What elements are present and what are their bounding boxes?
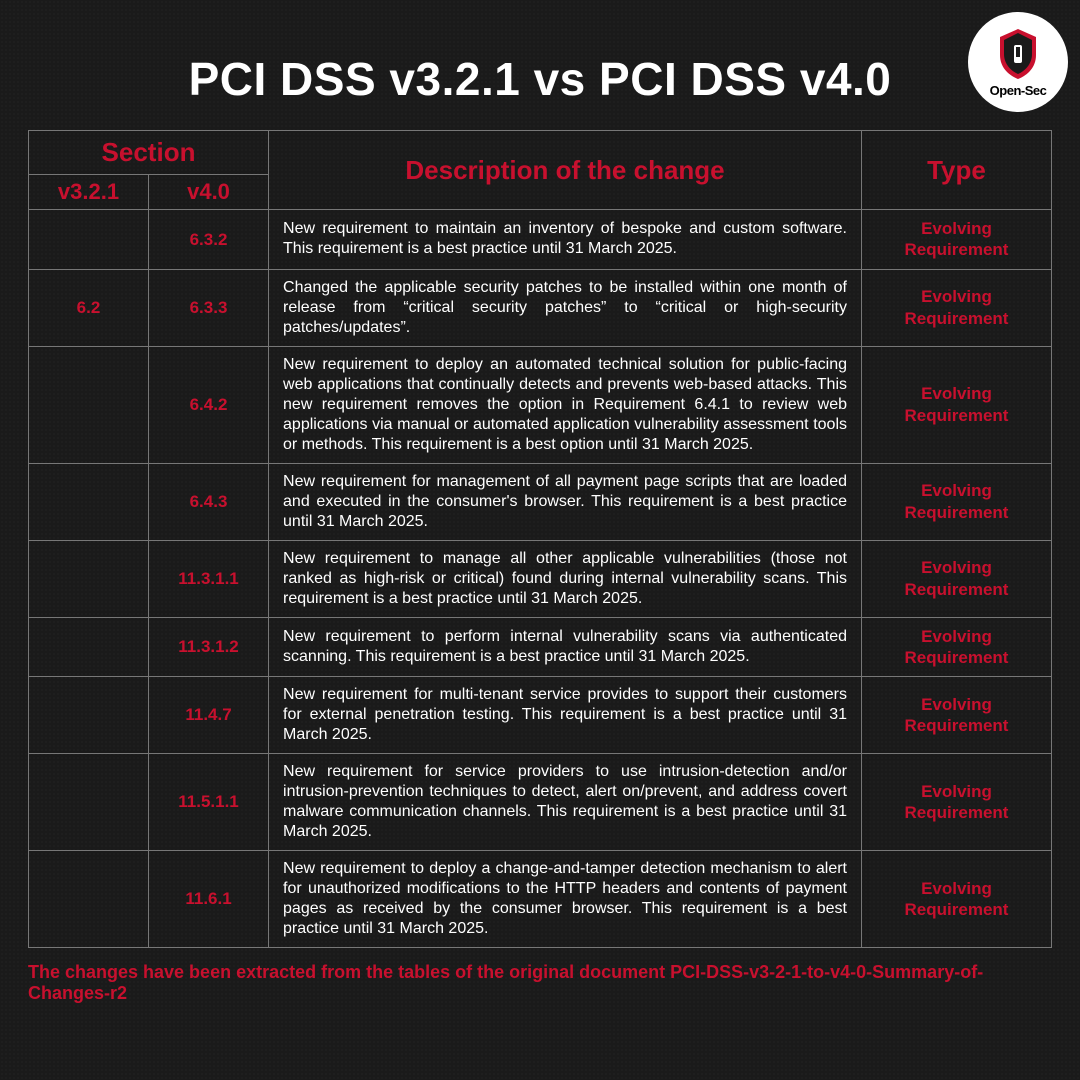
cell-v40: 6.3.2 [149, 210, 269, 270]
cell-v40: 6.4.2 [149, 346, 269, 463]
cell-description: New requirement for service providers to… [269, 754, 862, 851]
table-row: 11.5.1.1 New requirement for service pro… [29, 754, 1052, 851]
header-description: Description of the change [269, 131, 862, 210]
header-type: Type [862, 131, 1052, 210]
cell-v40: 6.3.3 [149, 269, 269, 346]
table-row: 6.4.2 New requirement to deploy an autom… [29, 346, 1052, 463]
cell-v40: 11.3.1.2 [149, 617, 269, 677]
cell-v321 [29, 754, 149, 851]
cell-description: New requirement for management of all pa… [269, 463, 862, 540]
table-body: 6.3.2 New requirement to maintain an inv… [29, 210, 1052, 948]
cell-v321 [29, 540, 149, 617]
cell-v40: 11.3.1.1 [149, 540, 269, 617]
cell-v40: 6.4.3 [149, 463, 269, 540]
header-v40: v4.0 [149, 175, 269, 210]
cell-type: Evolving Requirement [862, 269, 1052, 346]
cell-v321 [29, 463, 149, 540]
cell-type: Evolving Requirement [862, 540, 1052, 617]
brand-name: Open-Sec [990, 83, 1047, 98]
cell-v321 [29, 346, 149, 463]
cell-v321 [29, 851, 149, 948]
table-row: 11.4.7 New requirement for multi-tenant … [29, 677, 1052, 754]
table-row: 6.4.3 New requirement for management of … [29, 463, 1052, 540]
cell-type: Evolving Requirement [862, 754, 1052, 851]
cell-type: Evolving Requirement [862, 346, 1052, 463]
comparison-table-wrap: Section Description of the change Type v… [28, 130, 1052, 948]
table-row: 11.3.1.2 New requirement to perform inte… [29, 617, 1052, 677]
cell-v321 [29, 617, 149, 677]
table-row: 11.6.1 New requirement to deploy a chang… [29, 851, 1052, 948]
cell-description: New requirement to perform internal vuln… [269, 617, 862, 677]
header-v321: v3.2.1 [29, 175, 149, 210]
cell-v40: 11.6.1 [149, 851, 269, 948]
table-row: 11.3.1.1 New requirement to manage all o… [29, 540, 1052, 617]
comparison-table: Section Description of the change Type v… [28, 130, 1052, 948]
cell-type: Evolving Requirement [862, 210, 1052, 270]
cell-description: New requirement to manage all other appl… [269, 540, 862, 617]
cell-v40: 11.4.7 [149, 677, 269, 754]
shield-icon [994, 27, 1042, 81]
cell-v321: 6.2 [29, 269, 149, 346]
header-section: Section [29, 131, 269, 175]
cell-description: New requirement for multi-tenant service… [269, 677, 862, 754]
footer-note: The changes have been extracted from the… [28, 962, 1052, 1004]
table-row: 6.3.2 New requirement to maintain an inv… [29, 210, 1052, 270]
cell-type: Evolving Requirement [862, 677, 1052, 754]
cell-v40: 11.5.1.1 [149, 754, 269, 851]
cell-v321 [29, 210, 149, 270]
brand-logo: Open-Sec [968, 12, 1068, 112]
page-title: PCI DSS v3.2.1 vs PCI DSS v4.0 [0, 0, 1080, 130]
cell-description: New requirement to deploy a change-and-t… [269, 851, 862, 948]
cell-description: Changed the applicable security patches … [269, 269, 862, 346]
cell-v321 [29, 677, 149, 754]
cell-type: Evolving Requirement [862, 851, 1052, 948]
cell-type: Evolving Requirement [862, 617, 1052, 677]
cell-description: New requirement to deploy an automated t… [269, 346, 862, 463]
table-row: 6.2 6.3.3 Changed the applicable securit… [29, 269, 1052, 346]
cell-description: New requirement to maintain an inventory… [269, 210, 862, 270]
cell-type: Evolving Requirement [862, 463, 1052, 540]
